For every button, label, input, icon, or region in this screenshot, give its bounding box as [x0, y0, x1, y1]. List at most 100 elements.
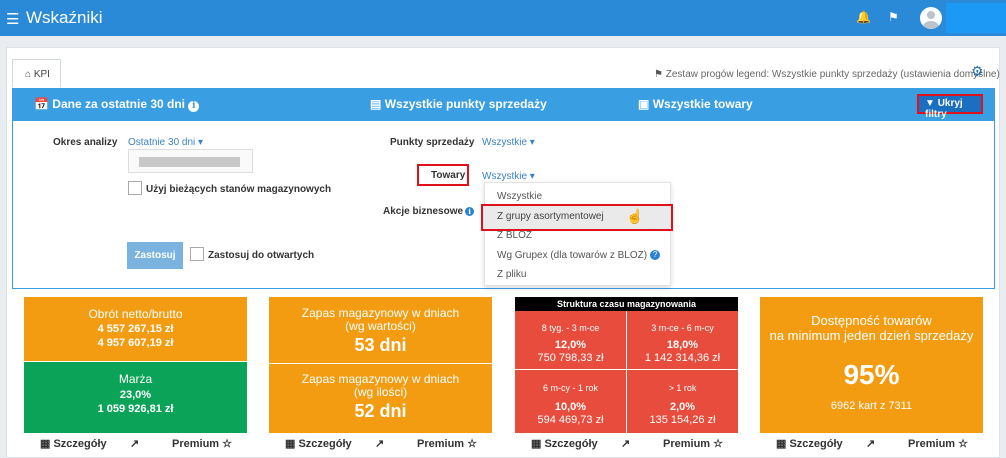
stock-value-subtitle: (wg wartości) — [345, 319, 416, 333]
q2-pct: 18,0% — [666, 339, 699, 351]
turnover-section: Obrót netto/brutto 4 557 267,15 zł 4 957… — [24, 297, 247, 361]
products-label: Towary — [417, 164, 469, 186]
availability-title: Dostępność towarów — [811, 313, 932, 328]
q2-label: 3 m-ce - 6 m-cy — [651, 323, 714, 333]
divider — [626, 311, 627, 433]
margin-title: Marża — [118, 372, 153, 386]
apply-button[interactable]: Zastosuj — [127, 242, 183, 269]
legend-set-label: Zestaw progów legend: Wszystkie punkty s… — [665, 69, 1000, 80]
premium-button[interactable]: Premium ☆ — [172, 438, 232, 450]
margin-pct: 23,0% — [119, 389, 152, 401]
dropdown-item-file[interactable]: Z pliku — [497, 269, 527, 280]
tile-footer: ▦ Szczegóły ↗ Premium ☆ — [760, 433, 983, 455]
period-label: Okres analizy — [53, 137, 118, 148]
building-icon: ▤ — [370, 97, 382, 111]
help-icon[interactable]: ? — [650, 250, 661, 261]
chart-icon[interactable]: ↗ — [621, 438, 631, 450]
avatar[interactable] — [920, 7, 942, 29]
products-summary: ▣ Wszystkie towary — [638, 97, 753, 111]
calendar-icon: 📅 — [34, 97, 49, 111]
menu-icon[interactable]: ☰ — [6, 11, 20, 28]
divider — [269, 363, 492, 364]
settings-icon[interactable]: ⚙ — [971, 63, 984, 79]
details-button[interactable]: ▦ Szczegóły — [776, 438, 843, 450]
q1-value: 750 798,33 zł — [537, 352, 604, 364]
business-actions-label: Akcje biznesowe i — [383, 206, 475, 217]
apply-open-checkbox[interactable] — [190, 247, 204, 261]
kpi-tile-stock-days: Zapas magazynowy w dniach (wg wartości) … — [269, 297, 492, 455]
premium-button[interactable]: Premium ☆ — [908, 438, 968, 450]
hand-cursor-icon: ☝ — [626, 208, 644, 224]
stock-qty-title: Zapas magazynowy w dniach — [301, 372, 460, 386]
turnover-title: Obrót netto/brutto — [88, 307, 183, 321]
availability-pct: 95% — [843, 359, 900, 390]
filter-icon: ▼ — [925, 98, 935, 109]
kpi-tile-turnover: Obrót netto/brutto 4 557 267,15 zł 4 957… — [24, 297, 247, 455]
stock-qty-subtitle: (wg ilości) — [353, 385, 408, 399]
details-button[interactable]: ▦ Szczegóły — [531, 438, 598, 450]
points-label: Punkty sprzedaży — [390, 137, 475, 148]
use-current-stock-checkbox[interactable] — [128, 181, 142, 195]
q2-value: 1 142 314,36 zł — [644, 352, 721, 364]
date-range-field[interactable] — [128, 149, 253, 173]
divider — [515, 369, 738, 370]
info-icon[interactable]: i — [465, 206, 475, 216]
q3-value: 594 469,73 zł — [537, 414, 604, 426]
user-menu-button[interactable] — [946, 3, 1006, 33]
availability-cards: 6962 kart z 7311 — [830, 400, 913, 412]
points-summary: ▤ Wszystkie punkty sprzedaży — [370, 97, 547, 111]
apply-open-label: Zastosuj do otwartych — [208, 250, 315, 261]
top-bar: ☰ Wskaźniki 🔔 ⚑ — [0, 0, 1006, 36]
points-dropdown[interactable]: Wszystkie ▾ — [482, 137, 535, 148]
tile-footer: ▦ Szczegóły ↗ Premium ☆ — [269, 433, 492, 455]
chart-icon[interactable]: ↗ — [130, 438, 140, 450]
home-icon: ⌂ — [25, 69, 32, 80]
q3-label: 6 m-cy - 1 rok — [542, 383, 598, 393]
info-icon[interactable]: i — [188, 101, 200, 112]
legend-set-info[interactable]: ⚑ Zestaw progów legend: Wszystkie punkty… — [654, 69, 1000, 80]
page-title: Wskaźniki — [26, 8, 103, 27]
dropdown-item-all[interactable]: Wszystkie — [497, 191, 542, 202]
premium-button[interactable]: Premium ☆ — [417, 438, 477, 450]
stock-value-days: 53 dni — [354, 335, 407, 355]
q1-pct: 12,0% — [554, 339, 587, 351]
dropdown-item-bloz[interactable]: Z BLOZ — [497, 230, 533, 241]
details-button[interactable]: ▦ Szczegóły — [285, 438, 352, 450]
stock-qty-days: 52 dni — [354, 401, 407, 421]
q1-label: 8 tyg. - 3 m-ce — [541, 323, 600, 333]
turnover-gross: 4 957 607,19 zł — [97, 337, 174, 349]
flag-icon: ⚑ — [654, 69, 663, 80]
bell-icon[interactable]: 🔔 — [856, 10, 871, 24]
hide-filters-button[interactable]: ▼ Ukryj filtry — [917, 94, 983, 120]
date-range-summary: 📅 Dane za ostatnie 30 dni i — [34, 97, 200, 112]
stock-value-title: Zapas magazynowy w dniach — [301, 306, 460, 320]
q4-pct: 2,0% — [669, 401, 696, 413]
use-current-stock-label: Użyj bieżących stanów magazynowych — [146, 184, 332, 195]
availability-subtitle: na minimum jeden dzień sprzedaży — [769, 328, 974, 343]
dropdown-item-assortment-group[interactable]: Z grupy asortymentowej — [481, 204, 673, 231]
turnover-net: 4 557 267,15 zł — [97, 323, 174, 335]
premium-button[interactable]: Premium ☆ — [663, 438, 723, 450]
products-dropdown-menu: Wszystkie Z BLOZ Wg Grupex (dla towarów … — [484, 182, 671, 286]
dropdown-item-grupex[interactable]: Wg Grupex (dla towarów z BLOZ)? — [497, 250, 661, 261]
kpi-tile-storage-time: Struktura czasu magazynowania 8 tyg. - 3… — [515, 297, 738, 455]
tile-footer: ▦ Szczegóły ↗ Premium ☆ — [515, 433, 738, 455]
details-button[interactable]: ▦ Szczegóły — [40, 438, 107, 450]
products-dropdown[interactable]: Wszystkie ▾ — [482, 171, 535, 182]
margin-value: 1 059 926,81 zł — [97, 403, 174, 415]
chart-icon[interactable]: ↗ — [375, 438, 385, 450]
kpi-tile-availability: Dostępność towarów na minimum jeden dzie… — [760, 297, 983, 455]
storage-time-header: Struktura czasu magazynowania — [515, 297, 738, 311]
margin-section: Marża 23,0% 1 059 926,81 zł — [24, 362, 247, 433]
tab-kpi-label: KPI — [33, 69, 50, 80]
q4-label: > 1 rok — [668, 383, 697, 393]
q4-value: 135 154,26 zł — [649, 414, 716, 426]
tile-footer: ▦ Szczegóły ↗ Premium ☆ — [24, 433, 247, 455]
tab-kpi[interactable]: ⌂ KPI — [12, 59, 61, 87]
filter-summary-bar: 📅 Dane za ostatnie 30 dni i ▤ Wszystkie … — [12, 88, 995, 121]
q3-pct: 10,0% — [554, 401, 587, 413]
chart-icon[interactable]: ↗ — [866, 438, 876, 450]
period-dropdown[interactable]: Ostatnie 30 dni ▾ — [128, 137, 204, 148]
medkit-icon: ▣ — [638, 97, 650, 111]
flag-icon[interactable]: ⚑ — [888, 10, 899, 24]
